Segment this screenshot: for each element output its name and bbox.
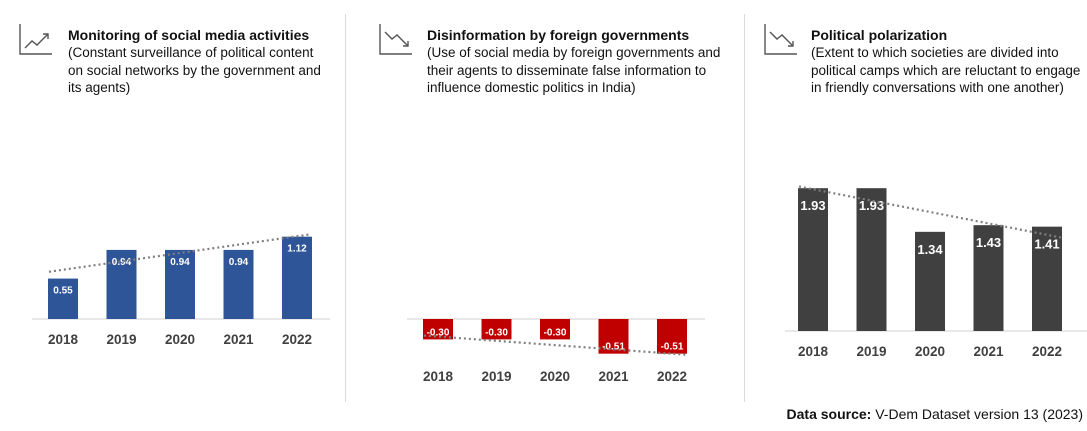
bar-2019 xyxy=(481,319,512,340)
chart-subtitle: (Extent to which societies are divided i… xyxy=(811,45,1081,95)
panel-foreign-disinformation: Disinformation by foreign governments (U… xyxy=(360,0,740,431)
trend-line xyxy=(798,185,1062,239)
x-tick-label-2022: 2022 xyxy=(282,332,312,347)
bar-2020 xyxy=(915,231,945,331)
trend-down-icon xyxy=(764,24,797,55)
data-label-2019: 0.94 xyxy=(112,257,132,268)
bar-2020 xyxy=(540,319,570,340)
x-tick-label-2021: 2021 xyxy=(223,332,254,347)
bar-2021 xyxy=(973,225,1004,331)
trend-down-icon xyxy=(379,24,412,55)
x-tick-label-2021: 2021 xyxy=(598,369,629,384)
bar-2019 xyxy=(106,249,137,319)
chart-title: Disinformation by foreign governments xyxy=(427,27,690,43)
data-label-2019: 1.93 xyxy=(859,198,884,213)
data-label-2018: 0.55 xyxy=(53,286,73,297)
x-tick-label-2019: 2019 xyxy=(106,332,136,347)
bar-chart-foreign-disinformation: -0.30 2018 -0.30 2019 -0.30 2020 -0.51 2021 -0.5… xyxy=(407,318,705,384)
bar-chart-political-polarization: 1.93 2018 1.93 2019 1.34 2020 1.43 2021 1.41 2022 xyxy=(785,185,1087,359)
x-tick-label-2022: 2022 xyxy=(657,369,687,384)
panel-divider xyxy=(345,14,346,402)
data-source-label: Data source: xyxy=(786,406,872,422)
data-source-note: Data source: V-Dem Dataset version 13 (2… xyxy=(787,406,1083,422)
x-tick-label-2020: 2020 xyxy=(165,332,195,347)
chart-title: Political polarization xyxy=(811,27,948,43)
x-tick-label-2018: 2018 xyxy=(423,369,454,384)
bar-2021 xyxy=(598,319,629,354)
panel-social-media-monitoring: Monitoring of social media activities (C… xyxy=(0,0,345,431)
x-tick-label-2018: 2018 xyxy=(798,344,829,359)
bar-2021 xyxy=(223,249,254,319)
data-source-text: V-Dem Dataset version 13 (2023) xyxy=(871,406,1083,422)
data-label-2021: -0.51 xyxy=(602,342,625,353)
x-tick-label-2022: 2022 xyxy=(1032,344,1062,359)
trend-line xyxy=(48,233,312,273)
panel-political-polarization: Political polarization (Extent to which … xyxy=(745,0,1087,431)
trend-line xyxy=(423,334,687,356)
x-tick-label-2019: 2019 xyxy=(481,369,511,384)
data-label-2022: 1.41 xyxy=(1034,237,1059,252)
data-label-2020: -0.30 xyxy=(544,327,567,338)
data-label-2021: 1.43 xyxy=(976,235,1001,250)
trend-up-icon xyxy=(19,24,52,55)
data-label-2019: -0.30 xyxy=(485,327,508,338)
bar-2018 xyxy=(423,319,453,340)
data-label-2018: -0.30 xyxy=(427,327,450,338)
data-label-2020: 1.34 xyxy=(917,242,943,257)
bar-2020 xyxy=(165,249,195,319)
bar-2022 xyxy=(282,236,312,319)
chart-subtitle: (Constant surveillance of political cont… xyxy=(68,45,321,95)
data-label-2018: 1.93 xyxy=(800,198,825,213)
x-tick-label-2018: 2018 xyxy=(48,332,79,347)
data-label-2020: 0.94 xyxy=(170,257,190,268)
chart-subtitle: (Use of social media by foreign governme… xyxy=(427,45,721,95)
bar-2018 xyxy=(798,188,828,331)
x-tick-label-2019: 2019 xyxy=(856,344,886,359)
x-tick-label-2020: 2020 xyxy=(915,344,945,359)
x-tick-label-2021: 2021 xyxy=(973,344,1004,359)
bar-2019 xyxy=(856,188,887,331)
bar-2022 xyxy=(657,319,687,354)
chart-title: Monitoring of social media activities xyxy=(68,27,310,43)
data-label-2021: 0.94 xyxy=(229,257,249,268)
bar-2018 xyxy=(48,278,78,319)
panel-divider xyxy=(744,14,745,402)
data-label-2022: -0.51 xyxy=(661,342,684,353)
bar-chart-social-media-monitoring: 0.55 2018 0.94 2019 0.94 2020 0.94 2021 1.12 2022 xyxy=(32,233,330,347)
bar-2022 xyxy=(1032,226,1062,331)
x-tick-label-2020: 2020 xyxy=(540,369,570,384)
data-label-2022: 1.12 xyxy=(287,244,307,255)
